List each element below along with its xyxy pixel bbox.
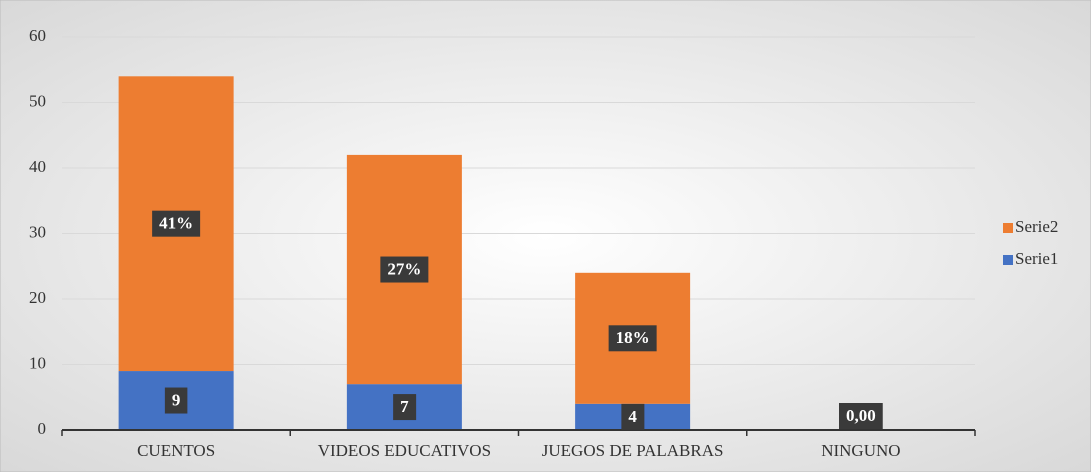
y-tick-label: 20 [29, 288, 46, 307]
x-tick-label: NINGUNO [821, 441, 900, 460]
data-label-box [393, 394, 417, 421]
legend-swatch [1003, 255, 1013, 265]
y-tick-label: 30 [29, 222, 46, 241]
data-label: 18% [616, 328, 650, 347]
legend-label: Serie1 [1015, 249, 1058, 268]
y-tick-label: 10 [29, 353, 46, 372]
data-label-box [839, 403, 883, 429]
data-label: 4 [628, 407, 637, 426]
data-label: 27% [387, 259, 421, 278]
legend-swatch [1003, 223, 1013, 233]
data-label-box [164, 387, 188, 414]
x-tick-label: VIDEOS EDUCATIVOS [318, 441, 491, 460]
data-label: 9 [172, 390, 181, 409]
y-tick-label: 60 [29, 26, 46, 45]
data-label-box [608, 325, 657, 352]
x-tick-label: CUENTOS [137, 441, 215, 460]
y-tick-label: 0 [38, 419, 47, 438]
data-label: 7 [400, 397, 409, 416]
data-label: 41% [159, 214, 193, 233]
data-label-box [621, 403, 645, 430]
y-tick-label: 50 [29, 91, 46, 110]
legend-label: Serie2 [1015, 217, 1058, 236]
y-tick-label: 40 [29, 157, 46, 176]
data-label: 0,00 [846, 406, 876, 425]
data-label-box [380, 256, 429, 283]
x-tick-label: JUEGOS DE PALABRAS [542, 441, 724, 460]
data-label-box [152, 210, 201, 237]
